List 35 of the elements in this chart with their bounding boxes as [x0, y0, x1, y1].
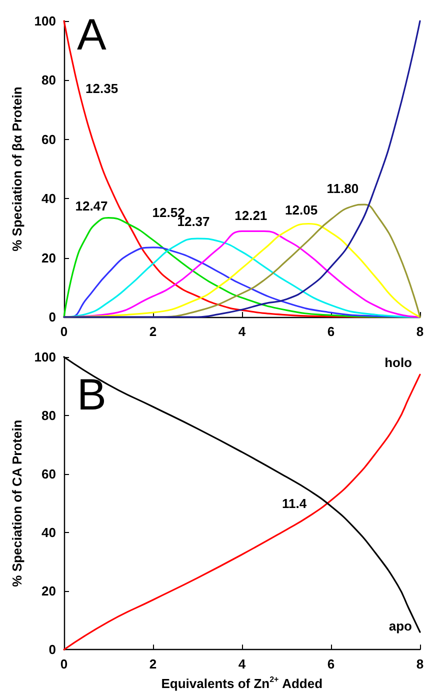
y-tick-label: 100	[34, 350, 56, 364]
x-tick-label: 4	[238, 656, 246, 672]
y-tick-label: 20	[42, 584, 56, 599]
annotation: 12.21	[234, 208, 268, 224]
y-tick-label: 40	[42, 525, 56, 540]
x-tick-label: 2	[149, 656, 157, 672]
x-tick-label: 0	[60, 324, 68, 339]
series-label: apo	[388, 618, 412, 634]
y-tick-label: 100	[34, 14, 56, 28]
y-tick-label: 80	[42, 72, 56, 88]
line-series	[63, 20, 421, 318]
y-tick-label: 40	[42, 191, 56, 206]
y-axis-title: % Speciation of CA Protein	[9, 420, 24, 587]
y-tick-label: 60	[42, 132, 56, 147]
y-tick-label: 20	[42, 250, 56, 266]
x-tick-label: 4	[238, 324, 246, 339]
annotation: 11.4	[282, 496, 308, 511]
y-tick-label: 60	[42, 466, 56, 482]
x-tick-label: 8	[416, 324, 424, 339]
x-tick-label: 2	[149, 324, 157, 339]
annotation: 12.47	[75, 198, 108, 214]
chart-title: B	[77, 370, 106, 420]
x-tick-label: 6	[327, 324, 335, 339]
x-tick-label: 0	[60, 656, 68, 672]
x-tick-label: 6	[327, 656, 335, 672]
x-tick-label: 8	[416, 656, 424, 672]
annotation: 12.35	[86, 81, 118, 96]
y-axis-title: % Speciation of βα Protein	[9, 86, 24, 252]
annotation: 11.80	[326, 181, 359, 196]
series-label: holo	[384, 355, 412, 370]
y-tick-label: 0	[48, 310, 56, 324]
annotation: 12.05	[285, 202, 318, 218]
y-tick-label: 80	[42, 408, 56, 424]
chart-title: A	[77, 10, 107, 60]
y-tick-label: 0	[48, 642, 56, 658]
